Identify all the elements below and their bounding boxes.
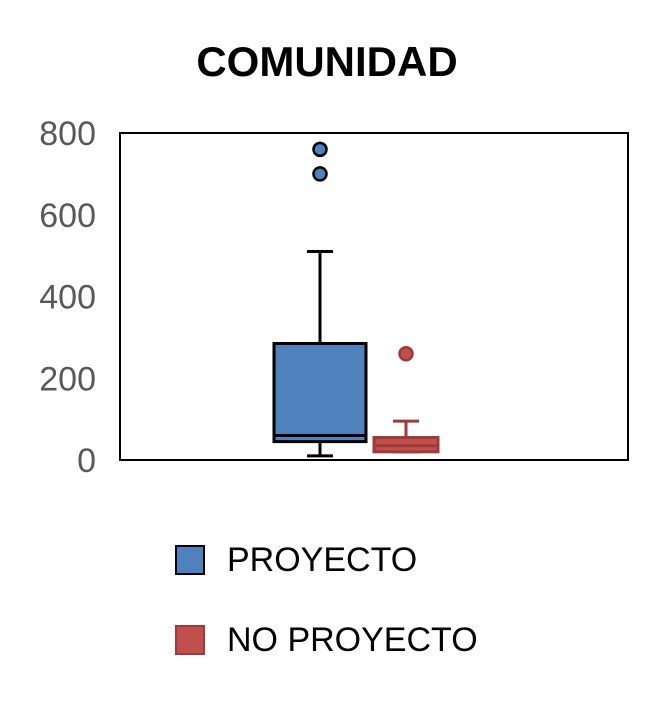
- y-tick-label: 200: [39, 360, 96, 398]
- legend-swatch: [175, 625, 205, 655]
- legend-swatch: [175, 545, 205, 575]
- legend-item-proyecto: PROYECTO: [175, 535, 478, 585]
- y-tick-label: 400: [39, 279, 96, 317]
- legend-label: NO PROYECTO: [227, 620, 478, 659]
- boxes: [272, 141, 440, 458]
- chart-title: COMUNIDAD: [196, 38, 457, 85]
- y-tick-label: 800: [39, 115, 96, 153]
- legend: PROYECTO NO PROYECTO: [175, 535, 478, 695]
- plot-area: [119, 132, 629, 461]
- legend-label: PROYECTO: [227, 540, 418, 579]
- y-tick-label: 0: [77, 442, 96, 480]
- box-no-proyecto: [372, 345, 440, 454]
- outlier-point: [312, 141, 328, 158]
- outlier-point: [312, 166, 328, 182]
- legend-item-no-proyecto: NO PROYECTO: [175, 615, 478, 665]
- y-tick-label: 600: [39, 197, 96, 235]
- outlier-point: [398, 345, 414, 362]
- iqr-box: [272, 342, 368, 444]
- y-axis: 0 200 400 600 800: [39, 115, 96, 480]
- box-proyecto: [272, 141, 368, 458]
